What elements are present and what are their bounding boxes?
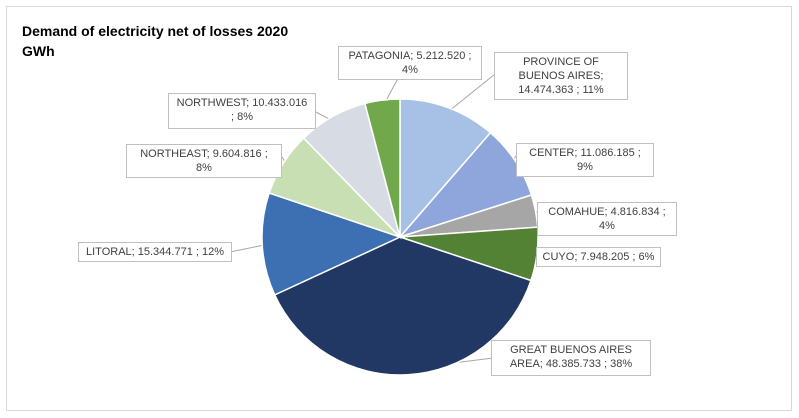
- data-label: NORTHEAST; 9.604.816 ; 8%: [126, 144, 282, 178]
- data-label: GREAT BUENOS AIRES AREA; 48.385.733 ; 38…: [491, 340, 651, 376]
- data-label: CUYO; 7.948.205 ; 6%: [536, 247, 661, 267]
- data-label: PATAGONIA; 5.212.520 ; 4%: [338, 46, 482, 80]
- data-label: COMAHUE; 4.816.834 ; 4%: [537, 202, 677, 236]
- pie-slice-great-buenos-aires-area: [273, 236, 532, 376]
- data-label: LITORAL; 15.344.771 ; 12%: [78, 242, 232, 262]
- data-label: CENTER; 11.086.185 ; 9%: [516, 143, 654, 177]
- pie-slice-province-of-buenos-aires: [399, 98, 492, 240]
- pie-slice-litoral: [261, 192, 403, 296]
- pie-slice-patagonia: [363, 98, 401, 238]
- data-label: NORTHWEST; 10.433.016 ; 8%: [168, 93, 316, 129]
- data-label: PROVINCE OF BUENOS AIRES; 14.474.363 ; 1…: [494, 52, 628, 100]
- leader-line: [445, 69, 501, 114]
- pie-slices: [261, 98, 539, 376]
- chart-title: Demand of electricity net of losses 2020: [22, 23, 289, 39]
- chart-subtitle: GWh: [22, 43, 55, 59]
